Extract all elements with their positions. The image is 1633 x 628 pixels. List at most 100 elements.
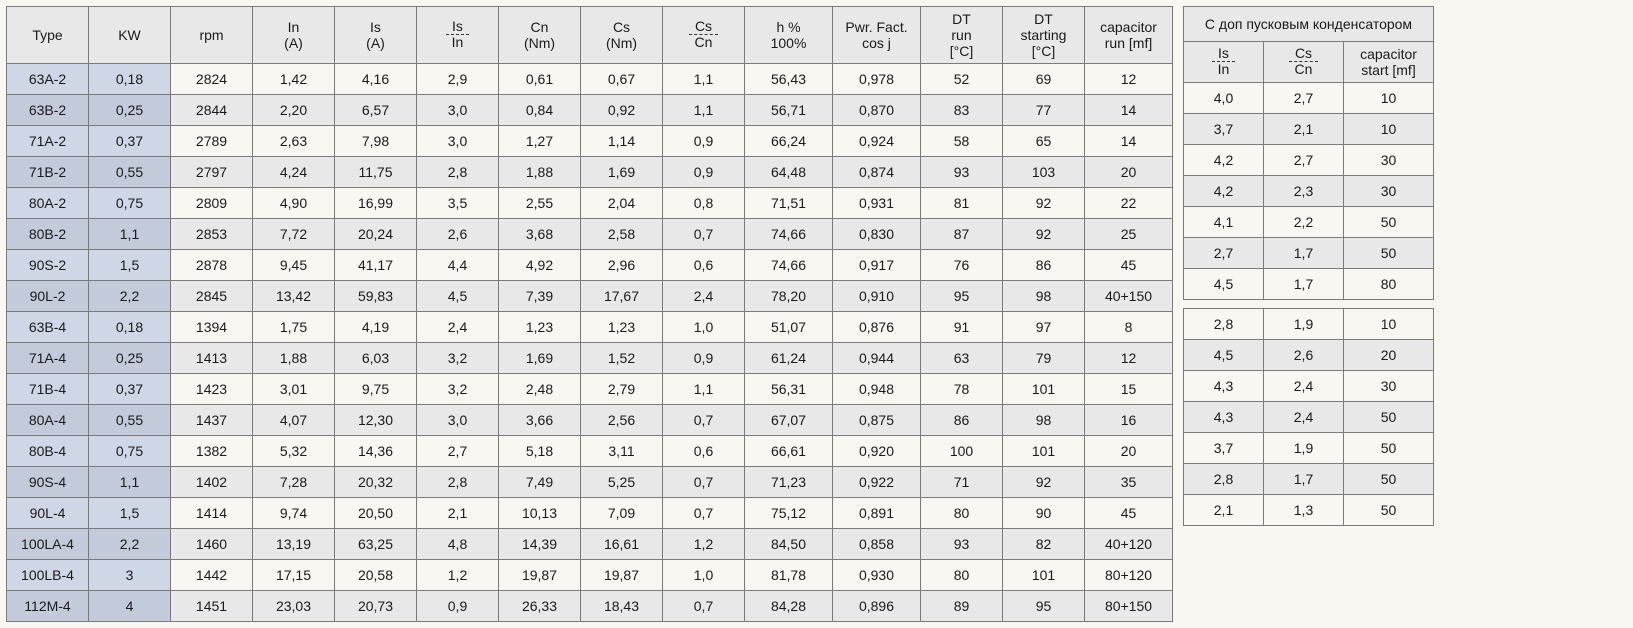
cell-cap: 12 [1085,343,1173,374]
cell-h: 78,20 [745,281,833,312]
cell-pf: 0,830 [833,219,921,250]
cell-rpm: 2845 [171,281,253,312]
cell-in: 4,90 [253,188,335,219]
cell-cn: 3,68 [499,219,581,250]
table-row: 112M-44145123,0320,730,926,3318,430,784,… [7,591,1173,622]
cell-dtstart: 86 [1003,250,1085,281]
hdr-is: Is(A) [335,7,417,64]
cell-rpm: 1451 [171,591,253,622]
cell-cs: 16,61 [581,529,663,560]
cell-isin: 2,8 [1184,309,1264,340]
cell-dtstart: 101 [1003,374,1085,405]
cell-kw: 0,18 [89,312,171,343]
cell-dtrun: 91 [921,312,1003,343]
cell-pf: 0,931 [833,188,921,219]
cell-dtrun: 100 [921,436,1003,467]
cell-cscn: 1,9 [1264,309,1344,340]
cell-rpm: 1437 [171,405,253,436]
cell-dtstart: 77 [1003,95,1085,126]
cell-isin: 4,5 [1184,269,1264,300]
cell-isin: 1,2 [417,560,499,591]
cell-rpm: 2789 [171,126,253,157]
cell-dtrun: 80 [921,560,1003,591]
cell-cscn: 1,1 [663,374,745,405]
cell-type: 80B-4 [7,436,89,467]
table-row: 63B-40,1813941,754,192,41,231,231,051,07… [7,312,1173,343]
cell-is: 11,75 [335,157,417,188]
cell-dtrun: 89 [921,591,1003,622]
cell-in: 2,20 [253,95,335,126]
cell-dtstart: 65 [1003,126,1085,157]
table-row: 100LA-42,2146013,1963,254,814,3916,611,2… [7,529,1173,560]
cell-is: 14,36 [335,436,417,467]
cell-cscn: 1,7 [1264,238,1344,269]
cell-cap: 35 [1085,467,1173,498]
table-row: 71B-40,3714233,019,753,22,482,791,156,31… [7,374,1173,405]
cell-pf: 0,948 [833,374,921,405]
cell-isin: 2,7 [417,436,499,467]
cell-rpm: 2844 [171,95,253,126]
cell-cscn: 0,9 [663,343,745,374]
cell-cn: 4,92 [499,250,581,281]
cell-in: 7,72 [253,219,335,250]
side-table-2: 2,81,9104,52,6204,32,4304,32,4503,71,950… [1183,308,1434,526]
cell-isin: 3,5 [417,188,499,219]
cell-rpm: 1423 [171,374,253,405]
cell-dtrun: 95 [921,281,1003,312]
side-table-2-body: 2,81,9104,52,6204,32,4304,32,4503,71,950… [1184,309,1434,526]
cell-type: 90L-2 [7,281,89,312]
cell-type: 71A-4 [7,343,89,374]
cell-in: 7,28 [253,467,335,498]
cell-isin: 4,8 [417,529,499,560]
cell-cscn: 0,8 [663,188,745,219]
cell-cn: 2,48 [499,374,581,405]
cell-cscn: 2,6 [1264,340,1344,371]
cell-rpm: 1442 [171,560,253,591]
cell-type: 71B-4 [7,374,89,405]
cell-cap: 12 [1085,64,1173,95]
hdr-capacitor-run: capacitorrun [mf] [1085,7,1173,64]
cell-type: 112M-4 [7,591,89,622]
table-row: 3,72,110 [1184,114,1434,145]
cell-cap: 50 [1344,402,1434,433]
cell-cap: 50 [1344,207,1434,238]
cell-isin: 4,3 [1184,402,1264,433]
cell-dtstart: 95 [1003,591,1085,622]
cell-is: 6,03 [335,343,417,374]
cell-kw: 1,1 [89,467,171,498]
cell-h: 56,71 [745,95,833,126]
cell-kw: 1,5 [89,498,171,529]
cell-cn: 0,84 [499,95,581,126]
cell-cn: 7,49 [499,467,581,498]
cell-is: 4,16 [335,64,417,95]
cell-in: 9,74 [253,498,335,529]
side-hdr-cs-cn: CsCn [1264,42,1344,83]
side-panel: С доп пусковым конденсатором IsIn CsCn c… [1183,6,1434,534]
cell-cs: 3,11 [581,436,663,467]
table-row: 100LB-43144217,1520,581,219,8719,871,081… [7,560,1173,591]
cell-cscn: 2,1 [1264,114,1344,145]
hdr-efficiency: h %100% [745,7,833,64]
cell-rpm: 2878 [171,250,253,281]
cell-dtstart: 103 [1003,157,1085,188]
cell-kw: 1,1 [89,219,171,250]
cell-isin: 3,2 [417,343,499,374]
cell-dtstart: 90 [1003,498,1085,529]
side-table-1-body: 4,02,7103,72,1104,22,7304,22,3304,12,250… [1184,83,1434,300]
cell-cap: 10 [1344,83,1434,114]
cell-cs: 2,96 [581,250,663,281]
cell-dtstart: 82 [1003,529,1085,560]
cell-dtstart: 101 [1003,436,1085,467]
cell-in: 9,45 [253,250,335,281]
cell-is: 20,50 [335,498,417,529]
cell-dtrun: 87 [921,219,1003,250]
cell-dtstart: 92 [1003,467,1085,498]
cell-in: 4,07 [253,405,335,436]
cell-in: 1,75 [253,312,335,343]
cell-is: 12,30 [335,405,417,436]
cell-kw: 1,5 [89,250,171,281]
cell-cap: 25 [1085,219,1173,250]
cell-h: 84,50 [745,529,833,560]
hdr-rpm: rpm [171,7,253,64]
cell-cap: 30 [1344,145,1434,176]
